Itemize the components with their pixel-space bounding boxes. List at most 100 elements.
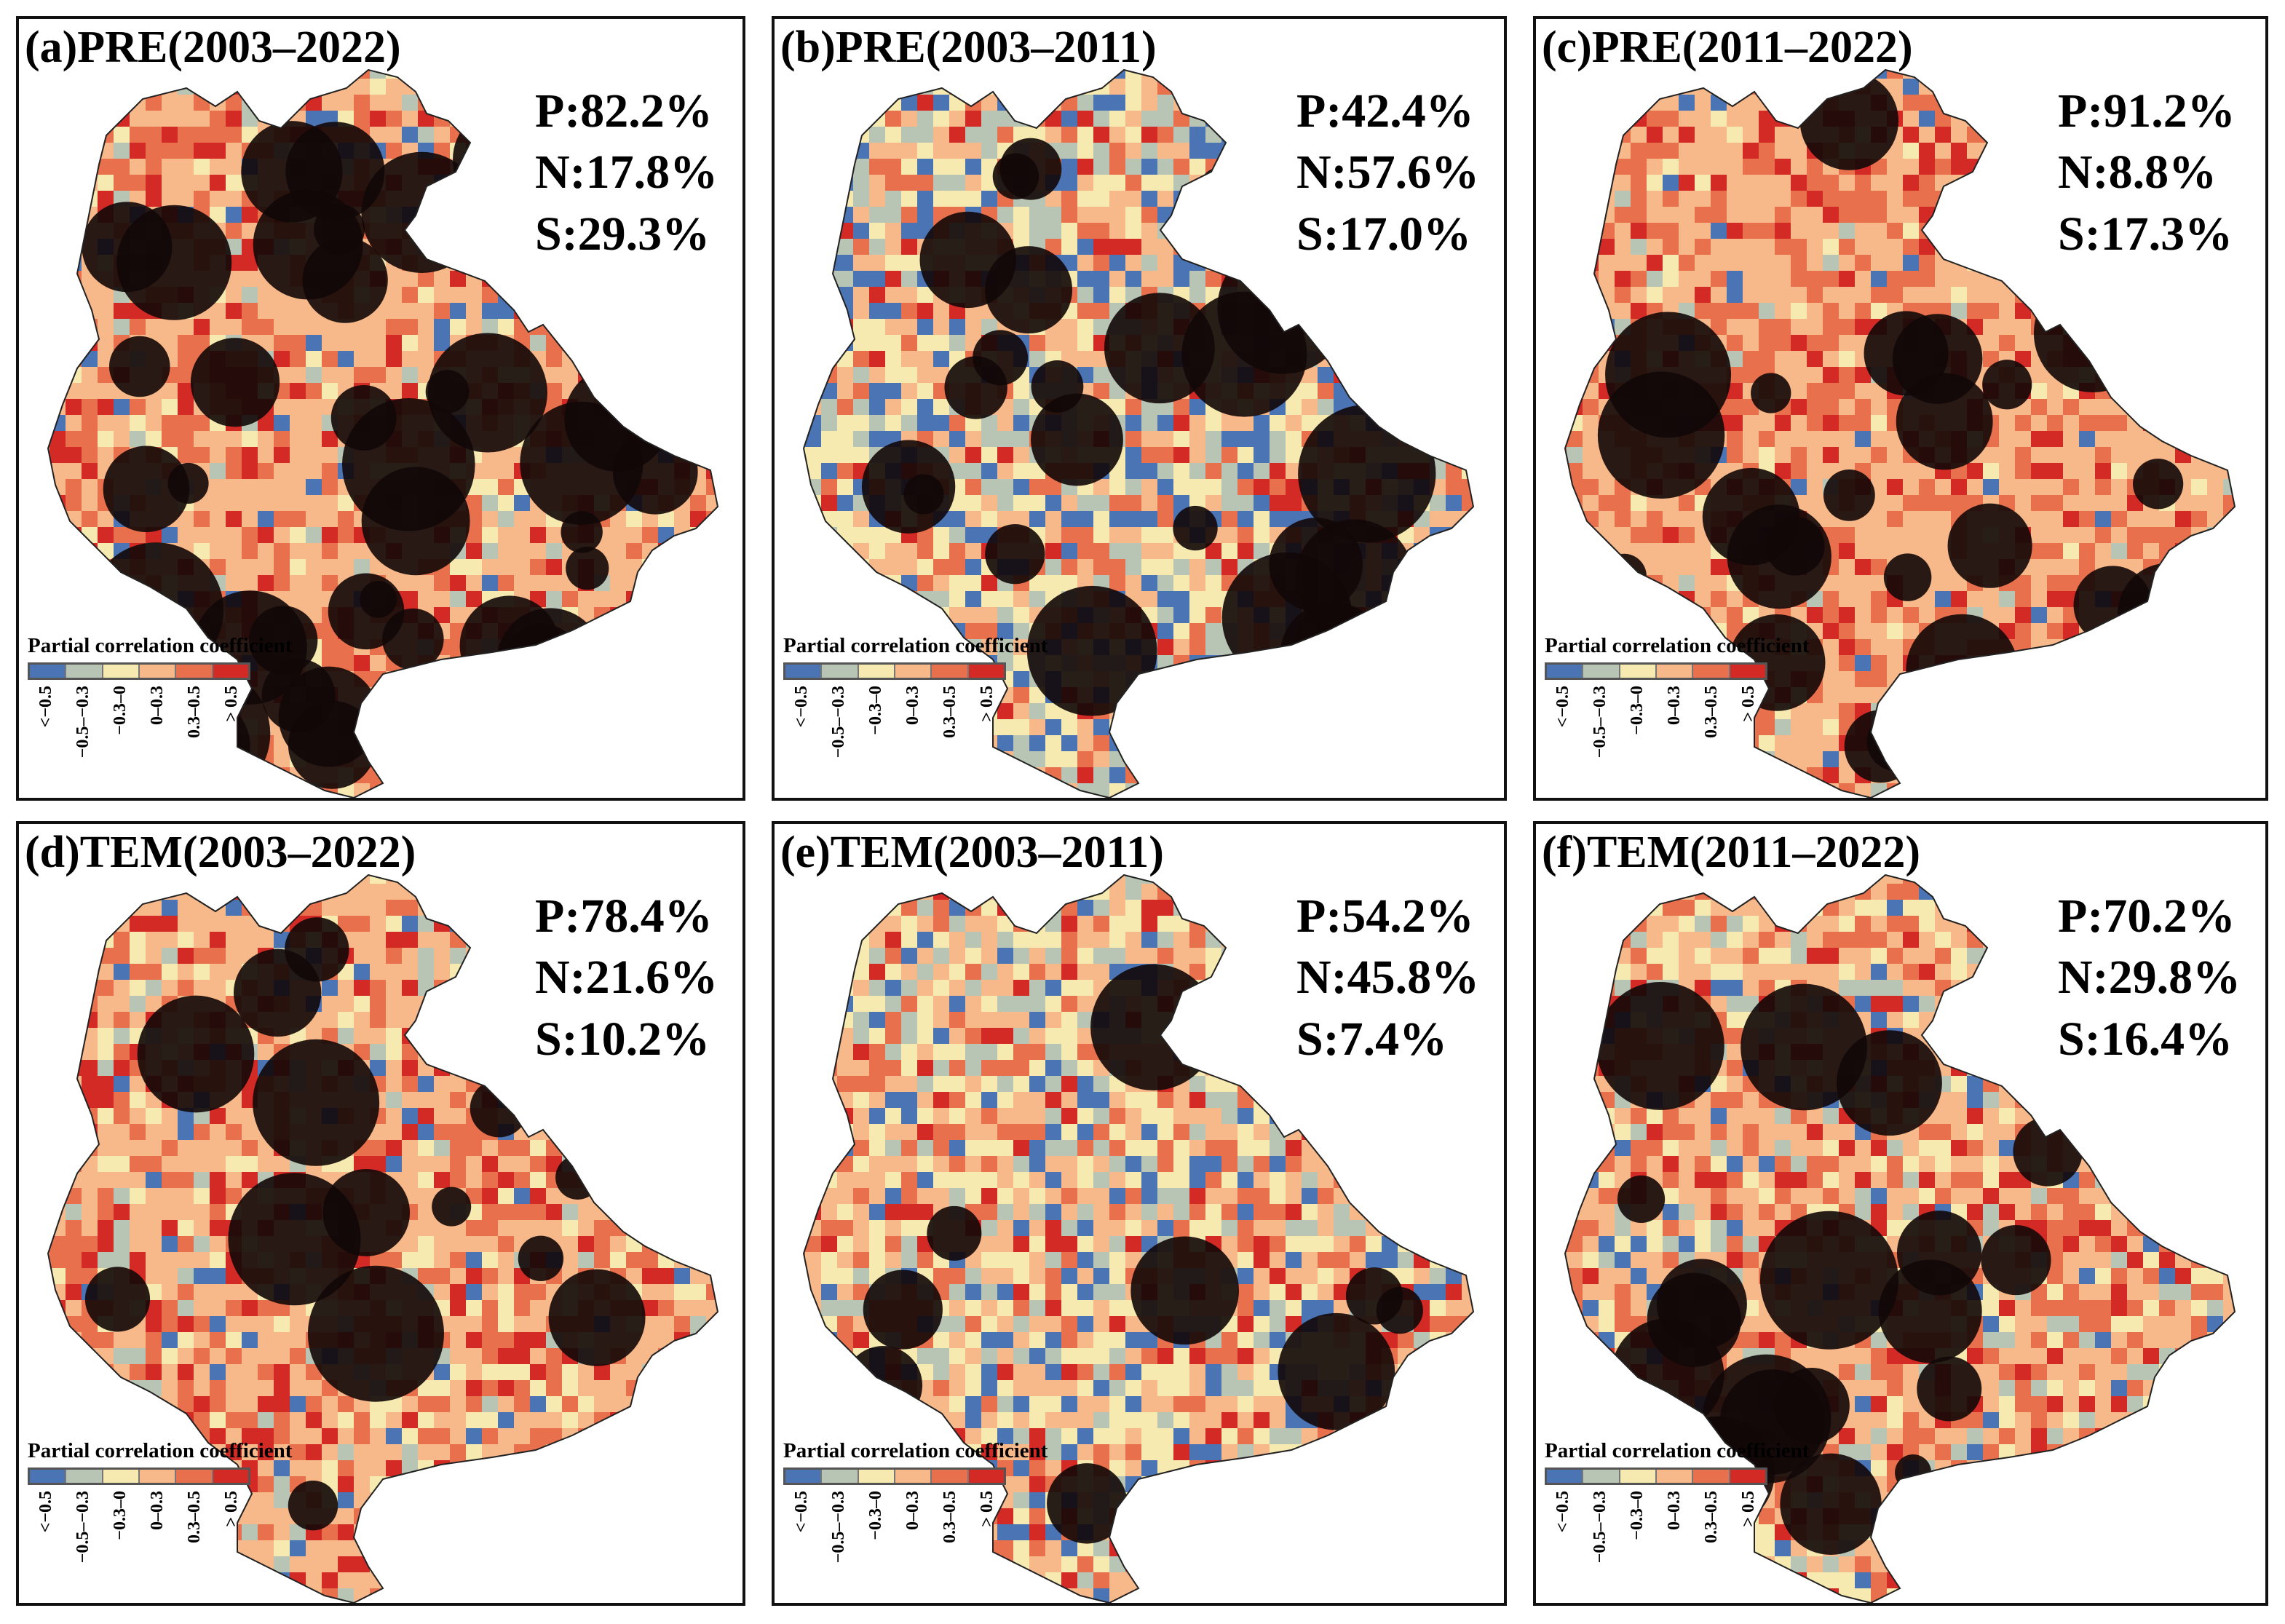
raster-cell [322,575,338,592]
raster-cell [48,255,50,272]
raster-cell [1711,287,1727,304]
raster-cell [626,351,643,368]
raster-cell [1462,767,1473,784]
raster-cell [1318,703,1334,720]
raster-cell [114,591,130,608]
raster-cell [1919,175,1936,191]
significance-cluster [1294,519,1414,638]
raster-cell [933,175,950,191]
raster-cell [2111,271,2128,288]
raster-cell [1414,335,1430,352]
raster-cell [338,543,355,560]
raster-cell [1109,207,1126,223]
raster-cell [210,111,226,127]
raster-cell [1189,687,1206,704]
raster-cell [1350,639,1366,656]
raster-cell [1478,383,1494,400]
raster-cell [1109,111,1126,127]
raster-cell [1205,191,1222,207]
raster-cell [690,287,707,304]
raster-cell [306,511,322,528]
raster-cell [594,319,611,336]
raster-cell [1855,191,1872,207]
raster-cell [869,431,886,448]
raster-cell [1983,207,2000,223]
raster-cell [162,431,178,448]
raster-cell [274,399,290,416]
raster-cell [48,607,50,624]
legend-swatch [103,665,140,678]
panel-c: (c)PRE(2011–2022) P:91.2% N:8.8% S:17.3% Par… [1533,16,2268,801]
raster-cell [805,143,822,159]
raster-cell [722,383,739,400]
raster-cell [610,527,627,544]
raster-cell [722,255,739,272]
raster-cell [1663,159,1679,175]
raster-cell [949,143,966,159]
raster-cell [466,655,483,672]
raster-cell [1599,79,1615,95]
raster-cell [82,383,98,400]
raster-cell [1462,639,1473,656]
raster-cell [290,447,306,464]
raster-cell [805,431,822,448]
raster-cell [965,159,982,175]
raster-cell [1205,783,1222,798]
raster-cell [578,271,595,288]
raster-cell [1919,239,1936,256]
raster-cell [1398,70,1414,79]
raster-cell [1141,559,1158,576]
raster-cell [690,383,707,400]
raster-cell [48,559,50,576]
raster-cell [514,767,531,784]
raster-cell [804,255,806,272]
raster-cell [1679,159,1695,175]
raster-cell [514,207,531,223]
raster-cell [1366,70,1382,79]
raster-cell [66,335,82,352]
raster-cell [82,575,98,592]
raster-cell [1013,511,1030,528]
legend-tick-label: <−0.5 [36,686,55,728]
raster-cell [626,751,643,768]
raster-cell [997,479,1014,496]
raster-cell [949,159,966,175]
raster-cell [1189,431,1206,448]
raster-cell [1382,719,1398,736]
raster-cell [386,319,403,336]
raster-cell [1615,239,1631,256]
raster-cell [1125,207,1142,223]
raster-cell [434,95,451,111]
raster-cell [562,719,579,736]
raster-cell [1430,431,1446,448]
raster-cell [981,495,998,512]
raster-cell [338,351,355,368]
raster-cell [805,79,822,95]
raster-cell [162,127,178,143]
raster-cell [1045,191,1062,207]
raster-cell [130,175,146,191]
raster-cell [418,319,435,336]
raster-cell [804,431,806,448]
raster-cell [658,623,675,640]
raster-cell [1270,751,1286,768]
raster-cell [2191,287,2208,304]
raster-cell [274,559,290,576]
raster-cell [706,463,718,480]
raster-cell [1775,191,1791,207]
raster-cell [482,687,499,704]
raster-cell [722,271,739,288]
raster-cell [2015,271,2032,288]
raster-cell [226,223,242,239]
raster-cell [1013,223,1030,239]
raster-cell [1270,671,1286,688]
raster-cell [66,319,82,336]
raster-cell [530,735,547,752]
raster-cell [706,575,718,592]
raster-cell [722,207,739,223]
raster-cell [1125,495,1142,512]
raster-cell [1983,303,2000,320]
raster-cell [1334,751,1350,768]
raster-cell [594,591,611,608]
raster-cell [98,415,114,432]
